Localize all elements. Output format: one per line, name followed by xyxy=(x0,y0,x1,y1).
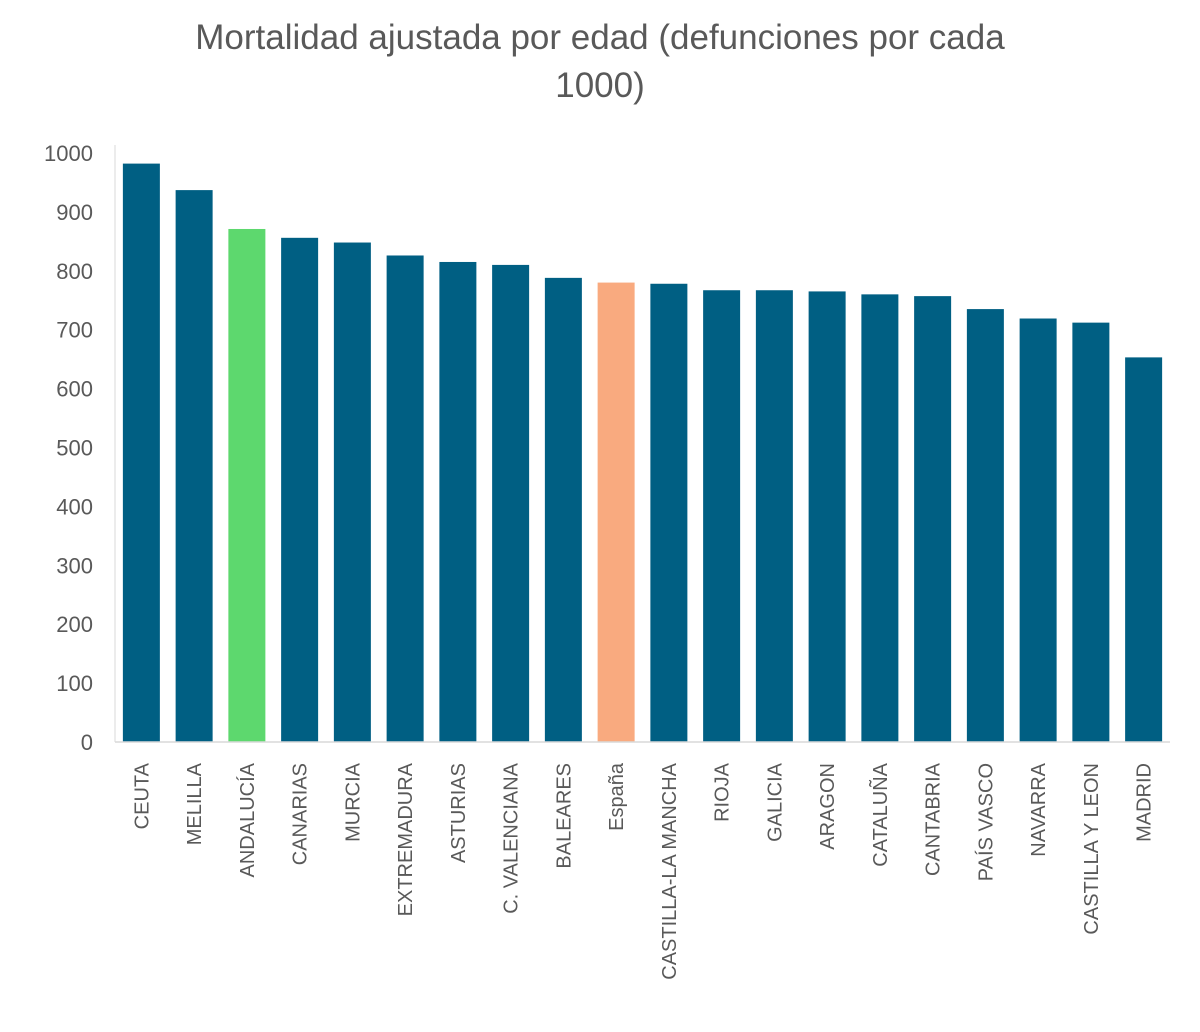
x-tick-label: MURCIA xyxy=(342,762,364,842)
bar xyxy=(439,261,477,742)
x-tick-label: CANTABRIA xyxy=(923,762,945,876)
bar xyxy=(861,294,899,742)
chart-title-line-1: Mortalidad ajustada por edad (defuncione… xyxy=(195,18,1005,57)
y-tick-label: 300 xyxy=(56,553,93,578)
x-tick-label: CANARIAS xyxy=(290,763,312,865)
x-tick-label: NAVARRA xyxy=(1028,762,1050,856)
bar xyxy=(333,242,371,742)
x-tick-label: CATALUÑA xyxy=(868,762,892,866)
x-tick-label: España xyxy=(606,762,628,831)
y-tick-label: 500 xyxy=(56,436,93,461)
x-tick-label: BALEARES xyxy=(553,763,575,869)
x-tick-label: CASTILLA Y LEON xyxy=(1081,763,1103,935)
y-tick-label: 0 xyxy=(81,730,93,755)
x-tick-label: C. VALENCIANA xyxy=(501,762,523,913)
x-tick-label: ARAGON xyxy=(817,763,839,850)
y-tick-label: 800 xyxy=(56,259,93,284)
x-tick-label: RIOJA xyxy=(712,762,734,822)
bar xyxy=(966,309,1004,742)
y-tick-label: 400 xyxy=(56,494,93,519)
x-tick-label: EXTREMADURA xyxy=(395,762,417,916)
bar xyxy=(122,163,160,743)
x-tick-label: ANDALUCÍA xyxy=(236,762,259,877)
bar xyxy=(703,290,741,742)
x-tick-label: CASTILLA-LA MANCHA xyxy=(659,762,681,979)
chart-title: Mortalidad ajustada por edad (defuncione… xyxy=(0,14,1200,110)
y-tick-label: 100 xyxy=(56,671,93,696)
bar xyxy=(650,283,688,742)
bar xyxy=(1072,322,1110,742)
bar xyxy=(597,282,635,742)
y-tick-label: 200 xyxy=(56,612,93,637)
x-tick-label: PAÍS VASCO xyxy=(974,763,997,881)
bar xyxy=(228,228,266,742)
bar xyxy=(808,291,846,742)
bar xyxy=(1125,357,1163,742)
bar xyxy=(175,190,213,742)
x-tick-label: MELILLA xyxy=(184,762,206,845)
x-tick-label: CEUTA xyxy=(131,762,153,829)
bar xyxy=(1019,318,1057,742)
y-tick-label: 700 xyxy=(56,318,93,343)
x-tick-label: ASTURIAS xyxy=(448,763,470,863)
x-tick-label: GALICIA xyxy=(764,762,786,842)
bar xyxy=(492,264,530,742)
chart-title-line-2: 1000) xyxy=(555,66,645,105)
y-tick-label: 900 xyxy=(56,200,93,225)
bar xyxy=(386,255,424,742)
y-tick-label: 600 xyxy=(56,377,93,402)
bar xyxy=(544,277,582,742)
bar xyxy=(914,296,952,742)
bar xyxy=(755,290,793,742)
y-tick-label: 1000 xyxy=(44,141,93,166)
x-tick-label: MADRID xyxy=(1134,763,1156,842)
bar xyxy=(281,237,319,743)
